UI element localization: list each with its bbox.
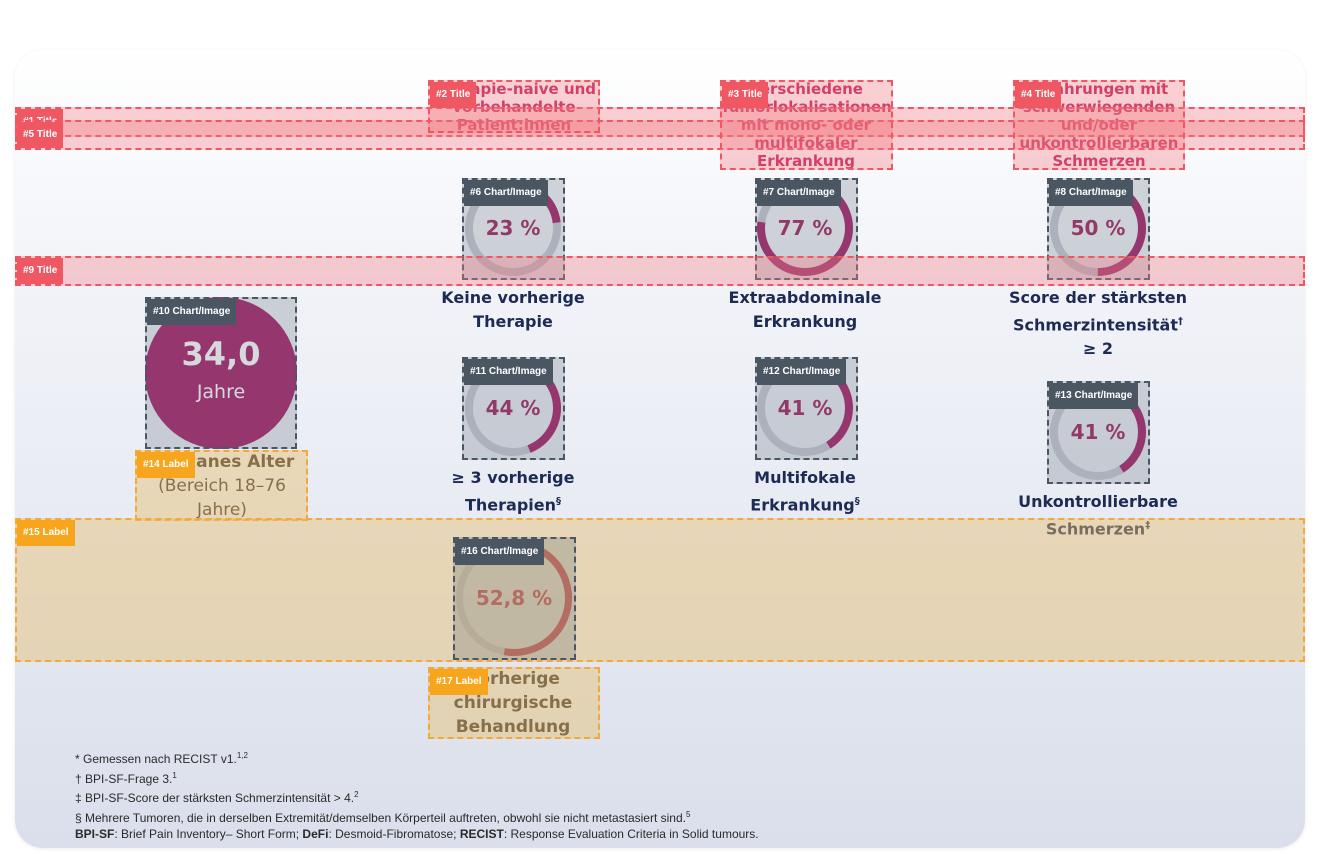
annotation-title-5: #5 Title [15, 120, 1305, 150]
footnote-multifocal: § Mehrere Tumoren, die in derselben Extr… [75, 809, 691, 825]
annotation-chart-16: #16 Chart/Image [453, 537, 576, 660]
footnotes: * Gemessen nach RECIST v1.1,2 † BPI-SF-F… [75, 748, 975, 843]
donut-prior-surgery: 52,8 % [454, 538, 574, 658]
stat-footnote-mark: † [1178, 316, 1183, 327]
stat-footnote-mark: § [854, 496, 860, 507]
annotation-label-17: #17 Label [428, 667, 600, 739]
donut-value: 77 % [777, 216, 833, 240]
donut-value: 52,8 % [475, 586, 553, 610]
annotation-chart-12: #12 Chart/Image [755, 357, 858, 460]
annotation-title-2: #2 Title [428, 80, 600, 133]
stat-label-text: Score der stärksten Schmerzintensität [1009, 288, 1187, 335]
infographic-card: Therapie-naive und vorbehandelte Patient… [15, 50, 1305, 848]
stat-label-multifocal: Multifokale Erkrankung§ [720, 466, 890, 517]
stat-label-three-prior-therapies: ≥ 3 vorherige Therapien§ [428, 466, 598, 517]
annotation-label-14: #14 Label [135, 450, 308, 521]
annotation-title-4: #4 Title [1013, 80, 1185, 170]
annotation-chart-7: #7 Chart/Image [755, 178, 858, 280]
stat-label-text: Extraabdominale Erkrankung [728, 288, 882, 331]
annotation-chart-11: #11 Chart/Image [462, 357, 565, 460]
median-age-unit: Jahre [196, 381, 246, 403]
donut-value: 41 % [777, 396, 833, 420]
median-age-range: (Bereich 18–76 Jahre) [158, 476, 286, 520]
donut-value: 23 % [485, 216, 541, 240]
donut-value: 50 % [1070, 216, 1126, 240]
donut-value: 41 % [1070, 420, 1126, 444]
stat-label-text: Keine vorherige Therapie [441, 288, 585, 331]
stat-label-prior-surgery: Vorherige chirurgische Behandlung [453, 669, 573, 737]
footnote-bpi-score: ‡ BPI-SF-Score der stärksten Schmerzinte… [75, 790, 359, 805]
stat-footnote-mark: ‡ [1145, 520, 1151, 531]
stat-label-extraabdominal: Extraabdominale Erkrankung [720, 286, 890, 334]
stat-label-text: Unkontrollierbare Schmerzen [1018, 492, 1178, 539]
stat-label-suffix: ≥ 2 [1082, 339, 1114, 359]
stat-label-no-prior-therapy: Keine vorherige Therapie [428, 286, 598, 334]
annotation-title-3: #3 Title [720, 80, 893, 170]
stat-label-uncontrolled-pain: Unkontrollierbare Schmerzen‡ [1005, 490, 1191, 541]
footnote-recist: * Gemessen nach RECIST v1.1,2 [75, 751, 248, 766]
annotation-chart-6: #6 Chart/Image [462, 178, 565, 280]
annotation-chart-13: #13 Chart/Image [1047, 381, 1150, 484]
stat-label-text: Multifokale Erkrankung [750, 468, 856, 515]
annotation-chart-10: #10 Chart/Image [145, 297, 297, 449]
column-header-tumor-location: Verschiedene Tumorlokalisationen mit mon… [720, 80, 892, 170]
stat-label-pain-score: Score der stärksten Schmerzintensität† ≥… [993, 286, 1203, 361]
annotation-label-15: #15 Label [15, 518, 1305, 662]
footnote-bpi-question: † BPI-SF-Frage 3.1 [75, 770, 177, 786]
median-age-value: 34,0 [181, 335, 261, 373]
stat-label-text: ≥ 3 vorherige Therapien [451, 468, 575, 515]
annotation-chart-8: #8 Chart/Image [1047, 178, 1150, 280]
annotation-title-9: #9 Title [15, 256, 1305, 286]
annotation-title-1: #1 Title [15, 107, 1305, 137]
donut-value: 44 % [485, 396, 541, 420]
footnote-abbreviations: BPI-SF: Brief Pain Inventory– Short Form… [75, 827, 759, 841]
stat-footnote-mark: § [556, 496, 562, 507]
